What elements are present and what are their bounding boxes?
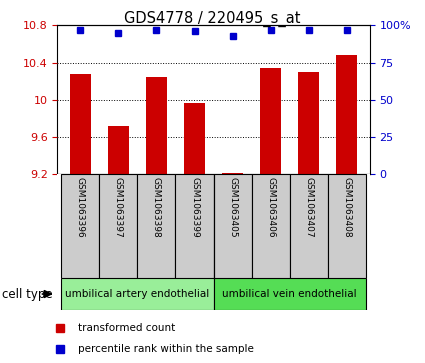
Text: GSM1063398: GSM1063398 — [152, 178, 161, 238]
Bar — [337, 55, 357, 174]
Text: transformed count: transformed count — [78, 323, 175, 333]
Text: GDS4778 / 220495_s_at: GDS4778 / 220495_s_at — [124, 11, 301, 27]
Bar — [108, 126, 129, 174]
Text: GSM1063405: GSM1063405 — [228, 178, 237, 238]
Text: cell type: cell type — [2, 287, 53, 301]
Text: GSM1063399: GSM1063399 — [190, 178, 199, 238]
Bar — [290, 174, 328, 278]
Text: percentile rank within the sample: percentile rank within the sample — [78, 344, 254, 354]
Bar — [70, 74, 91, 174]
Bar — [99, 174, 137, 278]
Bar — [214, 278, 366, 310]
Bar — [214, 174, 252, 278]
Bar — [222, 173, 243, 174]
Bar — [146, 77, 167, 174]
Text: GSM1063408: GSM1063408 — [343, 178, 351, 238]
Text: umbilical vein endothelial: umbilical vein endothelial — [222, 289, 357, 299]
Bar — [328, 174, 366, 278]
Bar — [252, 174, 290, 278]
Bar — [184, 103, 205, 174]
Text: umbilical artery endothelial: umbilical artery endothelial — [65, 289, 210, 299]
Text: GSM1063406: GSM1063406 — [266, 178, 275, 238]
Bar — [61, 278, 214, 310]
Bar — [61, 174, 99, 278]
Bar — [298, 72, 319, 174]
Bar — [260, 68, 281, 174]
Text: GSM1063407: GSM1063407 — [304, 178, 313, 238]
Bar — [137, 174, 176, 278]
Text: GSM1063396: GSM1063396 — [76, 178, 85, 238]
Text: GSM1063397: GSM1063397 — [114, 178, 123, 238]
Bar — [176, 174, 214, 278]
